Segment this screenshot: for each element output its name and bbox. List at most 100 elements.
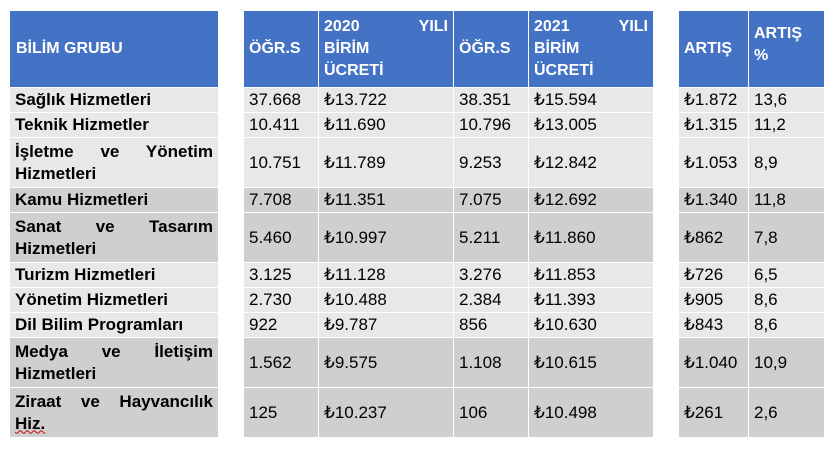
header-fee-2021: 2021 YILI BİRİM ÜCRETİ bbox=[529, 11, 654, 88]
fee-2021: ₺13.005 bbox=[529, 113, 654, 138]
fee-2021: ₺11.853 bbox=[529, 263, 654, 288]
group-name: İşletme ve Yönetim Hizmetleri bbox=[10, 138, 219, 188]
group-name: Medya ve İletişim Hizmetleri bbox=[10, 338, 219, 388]
group-name-line2: Hiz. bbox=[15, 413, 46, 433]
fee-2021: ₺11.860 bbox=[529, 213, 654, 263]
group-name: Dil Bilim Programları bbox=[10, 313, 219, 338]
increase: ₺1.340 bbox=[679, 188, 749, 213]
fee-table: BİLİM GRUBU ÖĞR.S 2020 YILI BİRİM ÜCRETİ … bbox=[10, 11, 825, 438]
increase: ₺1.315 bbox=[679, 113, 749, 138]
students-2021: 856 bbox=[454, 313, 529, 338]
fee-2020: ₺10.237 bbox=[319, 388, 454, 438]
fee-2020: ₺10.997 bbox=[319, 213, 454, 263]
header-fee-2021-year: 2021 bbox=[534, 18, 570, 35]
students-2020: 7.708 bbox=[244, 188, 319, 213]
header-increase-pct-label: ARTIŞ bbox=[754, 25, 802, 42]
group-name: Ziraat ve Hayvancılık Hiz. bbox=[10, 388, 219, 438]
fee-2020: ₺11.789 bbox=[319, 138, 454, 188]
students-2020: 5.460 bbox=[244, 213, 319, 263]
students-2020: 2.730 bbox=[244, 288, 319, 313]
table-row: Medya ve İletişim Hizmetleri 1.562 ₺9.57… bbox=[10, 338, 825, 388]
increase-pct: 13,6 bbox=[749, 88, 825, 113]
increase: ₺862 bbox=[679, 213, 749, 263]
table-row: Turizm Hizmetleri 3.125 ₺11.128 3.276 ₺1… bbox=[10, 263, 825, 288]
table-row: Teknik Hizmetler 10.411 ₺11.690 10.796 ₺… bbox=[10, 113, 825, 138]
header-fee-2021-birim: BİRİM bbox=[534, 40, 580, 57]
increase: ₺261 bbox=[679, 388, 749, 438]
increase-pct: 8,6 bbox=[749, 313, 825, 338]
fee-2020: ₺11.690 bbox=[319, 113, 454, 138]
header-fee-2021-ucreti: ÜCRETİ bbox=[534, 62, 594, 79]
group-name: Sanat ve Tasarım Hizmetleri bbox=[10, 213, 219, 263]
increase-pct: 10,9 bbox=[749, 338, 825, 388]
increase: ₺843 bbox=[679, 313, 749, 338]
fee-2020: ₺10.488 bbox=[319, 288, 454, 313]
header-fee-2020-yili: YILI bbox=[418, 18, 448, 35]
header-fee-2020-birim: BİRİM bbox=[324, 40, 370, 57]
increase: ₺1.040 bbox=[679, 338, 749, 388]
header-increase-pct: ARTIŞ % bbox=[749, 11, 825, 88]
fee-2021: ₺10.615 bbox=[529, 338, 654, 388]
table-row: İşletme ve Yönetim Hizmetleri 10.751 ₺11… bbox=[10, 138, 825, 188]
increase-pct: 11,2 bbox=[749, 113, 825, 138]
group-name: Kamu Hizmetleri bbox=[10, 188, 219, 213]
students-2020: 3.125 bbox=[244, 263, 319, 288]
group-name: Turizm Hizmetleri bbox=[10, 263, 219, 288]
header-students-2020: ÖĞR.S bbox=[244, 11, 319, 88]
students-2020: 922 bbox=[244, 313, 319, 338]
increase-pct: 8,9 bbox=[749, 138, 825, 188]
fee-2020: ₺9.787 bbox=[319, 313, 454, 338]
increase: ₺1.872 bbox=[679, 88, 749, 113]
students-2020: 125 bbox=[244, 388, 319, 438]
header-fee-2020-ucreti: ÜCRETİ bbox=[324, 62, 384, 79]
students-2021: 3.276 bbox=[454, 263, 529, 288]
students-2021: 5.211 bbox=[454, 213, 529, 263]
increase: ₺1.053 bbox=[679, 138, 749, 188]
table-row: Ziraat ve Hayvancılık Hiz. 125 ₺10.237 1… bbox=[10, 388, 825, 438]
fee-2020: ₺11.128 bbox=[319, 263, 454, 288]
students-2021: 2.384 bbox=[454, 288, 529, 313]
students-2020: 37.668 bbox=[244, 88, 319, 113]
header-row: BİLİM GRUBU ÖĞR.S 2020 YILI BİRİM ÜCRETİ … bbox=[10, 11, 825, 88]
group-name-line1: Ziraat ve Hayvancılık bbox=[15, 391, 213, 411]
fee-2020: ₺9.575 bbox=[319, 338, 454, 388]
table-row: Dil Bilim Programları 922 ₺9.787 856 ₺10… bbox=[10, 313, 825, 338]
header-fee-2020: 2020 YILI BİRİM ÜCRETİ bbox=[319, 11, 454, 88]
header-fee-2021-yili: YILI bbox=[618, 18, 648, 35]
fee-2021: ₺15.594 bbox=[529, 88, 654, 113]
increase-pct: 11,8 bbox=[749, 188, 825, 213]
increase-pct: 8,6 bbox=[749, 288, 825, 313]
increase: ₺726 bbox=[679, 263, 749, 288]
header-group: BİLİM GRUBU bbox=[10, 11, 219, 88]
students-2021: 1.108 bbox=[454, 338, 529, 388]
increase-pct: 2,6 bbox=[749, 388, 825, 438]
students-2021: 38.351 bbox=[454, 88, 529, 113]
students-2020: 10.751 bbox=[244, 138, 319, 188]
fee-2021: ₺10.498 bbox=[529, 388, 654, 438]
column-gap bbox=[219, 11, 244, 88]
group-name: Yönetim Hizmetleri bbox=[10, 288, 219, 313]
fee-2021: ₺11.393 bbox=[529, 288, 654, 313]
column-gap bbox=[654, 11, 679, 88]
students-2021: 7.075 bbox=[454, 188, 529, 213]
fee-2021: ₺12.692 bbox=[529, 188, 654, 213]
students-2021: 106 bbox=[454, 388, 529, 438]
group-name: Teknik Hizmetler bbox=[10, 113, 219, 138]
students-2021: 10.796 bbox=[454, 113, 529, 138]
increase-pct: 6,5 bbox=[749, 263, 825, 288]
table-row: Sağlık Hizmetleri 37.668 ₺13.722 38.351 … bbox=[10, 88, 825, 113]
header-students-2021: ÖĞR.S bbox=[454, 11, 529, 88]
fee-2021: ₺10.630 bbox=[529, 313, 654, 338]
increase: ₺905 bbox=[679, 288, 749, 313]
fee-2020: ₺11.351 bbox=[319, 188, 454, 213]
header-increase: ARTIŞ bbox=[679, 11, 749, 88]
increase-pct: 7,8 bbox=[749, 213, 825, 263]
group-name: Sağlık Hizmetleri bbox=[10, 88, 219, 113]
table-row: Sanat ve Tasarım Hizmetleri 5.460 ₺10.99… bbox=[10, 213, 825, 263]
header-increase-pct-symbol: % bbox=[754, 47, 769, 64]
header-fee-2020-year: 2020 bbox=[324, 18, 360, 35]
students-2020: 1.562 bbox=[244, 338, 319, 388]
fee-2020: ₺13.722 bbox=[319, 88, 454, 113]
students-2021: 9.253 bbox=[454, 138, 529, 188]
table-row: Kamu Hizmetleri 7.708 ₺11.351 7.075 ₺12.… bbox=[10, 188, 825, 213]
